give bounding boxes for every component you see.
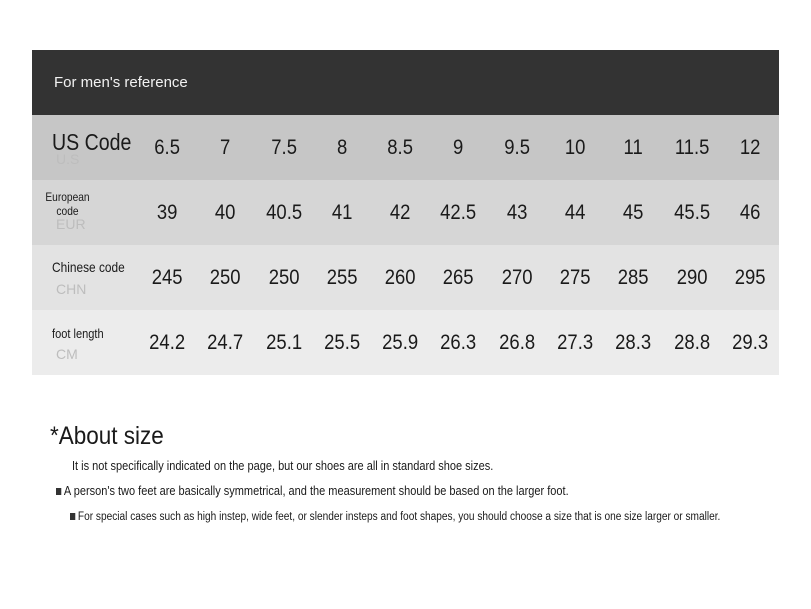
row-label-text: European code bbox=[45, 190, 90, 218]
row-label: CHN Chinese code bbox=[32, 245, 138, 310]
table-cell: 44 bbox=[564, 200, 586, 224]
table-cell: 7 bbox=[220, 135, 231, 159]
table-cell: 250 bbox=[268, 265, 300, 289]
table-cell: 295 bbox=[734, 265, 766, 289]
table-row: CM foot length 24.2 24.7 25.1 25.5 25.9 26.3 26.… bbox=[32, 310, 779, 375]
row-label-text: foot length bbox=[52, 326, 104, 341]
table-cell: 40.5 bbox=[265, 200, 302, 224]
table-cell: 43 bbox=[506, 200, 528, 224]
table-cell: 39 bbox=[156, 200, 178, 224]
row-label-text: US Code bbox=[52, 129, 132, 155]
table-cell: 255 bbox=[326, 265, 358, 289]
table-cell: 42 bbox=[389, 200, 411, 224]
table-cell: 26.3 bbox=[440, 330, 477, 354]
table-cell: 9 bbox=[453, 135, 464, 159]
table-cell: 42.5 bbox=[440, 200, 477, 224]
table-cell: 11 bbox=[623, 135, 643, 159]
table-cell: 275 bbox=[559, 265, 591, 289]
table-cell: 9.5 bbox=[503, 135, 530, 159]
row-label-text: Chinese code bbox=[52, 259, 125, 275]
table-cell: 27.3 bbox=[557, 330, 594, 354]
table-cell: 25.1 bbox=[265, 330, 302, 354]
table-cell: 12 bbox=[739, 135, 761, 159]
table-cell: 45.5 bbox=[673, 200, 710, 224]
about-line-2: A person's two feet are basically symmet… bbox=[56, 484, 569, 498]
table-cell: 245 bbox=[151, 265, 183, 289]
table-cell: 25.9 bbox=[382, 330, 419, 354]
table-cell: 260 bbox=[384, 265, 416, 289]
row-label: EUR European code bbox=[32, 180, 138, 245]
table-cell: 26.8 bbox=[498, 330, 535, 354]
table-cell: 28.3 bbox=[615, 330, 652, 354]
table-cell: 6.5 bbox=[154, 135, 180, 159]
table-cell: 285 bbox=[617, 265, 649, 289]
table-cell: 24.7 bbox=[207, 330, 244, 354]
table-cell: 28.8 bbox=[673, 330, 710, 354]
table-cell: 8.5 bbox=[387, 135, 414, 159]
size-chart-table: For men's reference U.S US Code 6.5 7 7.5 8 8.… bbox=[32, 50, 779, 375]
table-cell: 7.5 bbox=[270, 135, 297, 159]
table-cell: 29.3 bbox=[731, 330, 768, 354]
bullet-icon bbox=[70, 513, 76, 520]
table-cell: 11.5 bbox=[674, 135, 709, 159]
table-cell: 41 bbox=[331, 200, 353, 224]
about-line-3: For special cases such as high instep, w… bbox=[70, 511, 720, 523]
row-sublabel: CM bbox=[56, 346, 78, 362]
table-cell: 8 bbox=[336, 135, 348, 159]
row-sublabel: CHN bbox=[56, 281, 87, 297]
table-cell: 250 bbox=[209, 265, 241, 289]
about-section: *About size It is not specifically indic… bbox=[50, 422, 810, 523]
bullet-icon bbox=[56, 488, 62, 495]
table-cell: 24.2 bbox=[149, 330, 186, 354]
table-cell: 265 bbox=[443, 265, 474, 289]
table-cell: 45 bbox=[623, 200, 644, 224]
about-title: *About size bbox=[50, 422, 164, 450]
table-row: CHN Chinese code 245 250 250 255 260 265 270 275 2… bbox=[32, 245, 779, 310]
table-row: EUR European code 39 40 40.5 41 42 42.5 43 44 45 45… bbox=[32, 180, 779, 245]
table-row: U.S US Code 6.5 7 7.5 8 8.5 9 9.5 10 11 11.5 12 bbox=[32, 115, 779, 180]
table-cell: 290 bbox=[676, 265, 708, 289]
row-label: CM foot length bbox=[32, 310, 138, 375]
row-sublabel: U.S bbox=[56, 151, 80, 167]
table-cell: 40 bbox=[215, 200, 236, 224]
table-cell: 46 bbox=[739, 200, 761, 224]
row-sublabel: EUR bbox=[56, 216, 86, 232]
row-label: U.S US Code bbox=[32, 115, 138, 180]
table-cell: 270 bbox=[501, 265, 533, 289]
about-line-1: It is not specifically indicated on the … bbox=[72, 459, 494, 473]
table-cell: 10 bbox=[564, 135, 586, 159]
table-header: For men's reference bbox=[32, 50, 779, 115]
table-cell: 25.5 bbox=[323, 330, 360, 354]
